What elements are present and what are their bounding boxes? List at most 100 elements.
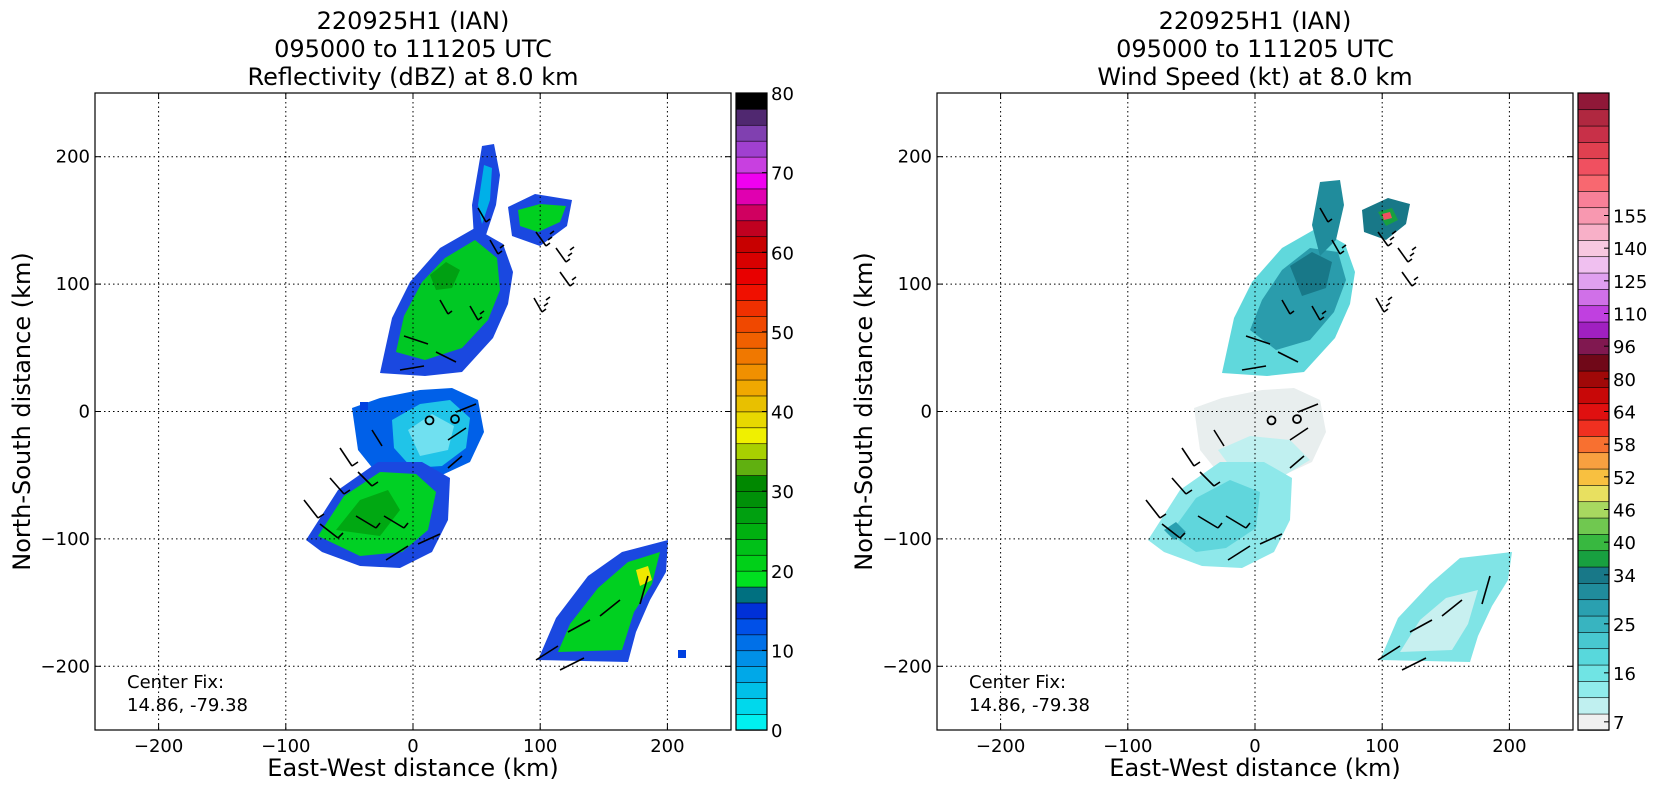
colorbar-segment [735,283,768,301]
colorbar-segment [1577,386,1610,405]
plot-area: Center Fix: 14.86, -79.38 [94,92,732,731]
center-fix-label: Center Fix: [127,672,224,693]
colorbar-segment [1577,125,1610,143]
colorbar-tick-label: 16 [1613,664,1636,685]
colorbar-tick-label: 40 [771,403,794,424]
reflectivity-colorbar: 0 10 20 30 40 50 60 70 80 [735,84,794,742]
colorbar-segment [735,665,768,683]
colorbar-segment [1577,190,1610,209]
colorbar-segment [1577,288,1610,307]
colorbar-segment [735,570,768,588]
echo-region-northeast-core [518,204,566,232]
x-tick-label: 100 [523,736,557,757]
colorbar-segment [1577,354,1610,372]
colorbar-tick-label: 50 [771,323,794,344]
colorbar-segment [1577,452,1610,470]
colorbar-segment [735,522,768,540]
axis-ticks: −200 −100 0 100 200 −200 −100 0 100 200 [41,93,731,757]
wind-region-north-spur [1312,180,1344,256]
echo-region-southwest-inner [336,490,400,536]
colorbar-tick-label: 155 [1613,207,1647,228]
echo-region-central-inner [408,414,454,456]
colorbar-segment [735,411,768,429]
wind-speed-field [1148,180,1512,662]
colorbar-segment [735,331,768,349]
colorbar-segment [735,124,768,142]
colorbar-segment [1577,517,1610,535]
wind-barbs [303,207,649,671]
center-fix-value: 14.86, -79.38 [969,695,1090,716]
colorbar-segment [1577,223,1610,241]
echo-speck [360,402,368,410]
colorbar-segment [1577,599,1610,617]
colorbar-tick-label: 10 [771,641,794,662]
x-tick-label: −200 [134,736,183,757]
x-tick-label: −100 [1103,736,1152,757]
x-tick-label: 200 [1492,736,1526,757]
y-tick-label: −100 [883,529,932,550]
colorbar-tick-label: 20 [771,562,794,583]
y-axis-label: North-South distance (km) [850,252,878,571]
colorbar-tick-label: 30 [771,482,794,503]
y-tick-label: 100 [898,274,932,295]
center-marker [424,415,435,426]
y-tick-label: −200 [883,656,932,677]
colorbar-segment [735,363,768,381]
colorbar-segment [735,347,768,365]
colorbar-segment [735,618,768,636]
colorbar-segment [735,204,768,222]
colorbar-segment [735,586,768,604]
colorbar-segment [735,379,768,397]
colorbar-segment [1577,321,1610,339]
wind-region-southwest-core [1170,480,1260,552]
x-tick-label: −100 [261,736,310,757]
colorbar-segment [735,315,768,333]
colorbar-segment [1577,648,1610,666]
colorbar-tick-label: 96 [1613,337,1636,358]
colorbar-segment [735,602,768,620]
center-marker [1266,415,1277,426]
echo-region-north-spur-core [478,165,492,224]
wind-region-southeast-light [1400,590,1478,652]
y-tick-label: 200 [56,147,90,168]
colorbar-segment [1577,141,1610,160]
colorbar-tick-label: 34 [1613,566,1636,587]
wind-region-north-band-core [1290,252,1332,296]
echo-region-southeast-strong [636,566,652,586]
echo-region-north-band-core [396,240,500,360]
center-marker [450,414,460,425]
y-tick-label: 0 [79,402,90,423]
y-tick-label: 200 [898,147,932,168]
colorbar-segment [735,506,768,524]
colorbar-tick-label: 7 [1613,713,1624,734]
colorbar-segment [1577,697,1610,715]
colorbar-segment [735,650,768,668]
colorbar-segment [735,251,768,269]
x-tick-label: −200 [976,736,1025,757]
wind-region-southwest-peak [1164,522,1186,540]
colorbar-segment [735,681,768,699]
colorbar-segment [1577,92,1610,111]
colorbar-segment [1577,109,1610,127]
center-fix-value: 14.86, -79.38 [127,695,248,716]
storm-centers [424,414,460,426]
colorbar-segment [735,474,768,492]
colorbar-segment [735,188,768,206]
y-tick-label: 0 [921,402,932,423]
wind-region-northeast-peak [1382,212,1392,220]
y-tick-label: −200 [41,656,90,677]
y-tick-label: 100 [56,274,90,295]
colorbar-segment [735,156,768,174]
x-axis-label: East-West distance (km) [1109,754,1400,782]
reflectivity-panel: 220925H1 (IAN) 095000 to 111205 UTC Refl… [8,7,794,782]
colorbar-segment [735,236,768,253]
colorbar-segment [735,299,768,317]
chart-title-line-1: 220925H1 (IAN) [317,7,510,35]
colorbar-segment [1577,256,1610,274]
colorbar-tick-label: 70 [771,164,794,185]
wind-speed-colorbar: 7 16 25 34 40 46 52 58 64 80 96 110 125 140 155 [1577,92,1647,734]
colorbar-segment [735,538,768,556]
colorbar-segment [735,634,768,652]
echo-speck [678,650,686,658]
